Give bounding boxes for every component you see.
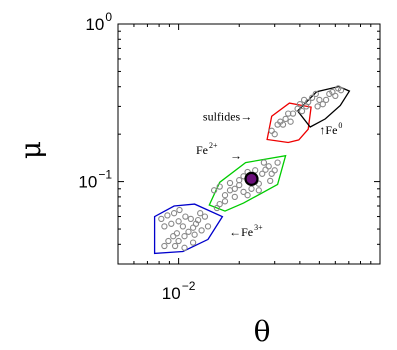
data-point: [185, 228, 192, 235]
region-fe2: [208, 154, 287, 212]
annotation-label: ←Fe 3+: [229, 223, 263, 239]
y-axis-label: μ: [14, 141, 47, 159]
data-point: [176, 206, 183, 214]
data-point: [189, 239, 197, 246]
data-point: [268, 127, 275, 134]
data-points: [158, 85, 345, 251]
data-point: [271, 167, 278, 174]
svg-text:10: 10: [85, 15, 104, 34]
data-point: [326, 90, 333, 98]
data-point: [175, 237, 182, 245]
svg-text:↑Fe: ↑Fe: [319, 123, 337, 137]
data-point: [244, 192, 251, 199]
annotation-label: →: [230, 149, 242, 163]
data-point: [248, 185, 255, 192]
data-point: [168, 220, 175, 227]
svg-text:10: 10: [162, 284, 181, 303]
data-point: [179, 223, 187, 230]
data-point: [289, 110, 297, 117]
data-point: [262, 166, 269, 173]
svg-text:10: 10: [78, 173, 97, 192]
data-point: [282, 115, 289, 123]
data-point: [161, 223, 168, 230]
data-point: [158, 215, 165, 223]
data-point: [213, 204, 221, 212]
annotation-label: Fe 2+: [196, 141, 218, 157]
svg-text:−2: −2: [182, 279, 196, 293]
data-point: [255, 187, 262, 194]
data-point: [274, 159, 281, 166]
data-point: [308, 94, 316, 101]
data-point: [303, 103, 310, 110]
x-axis-label: θ: [254, 315, 271, 348]
svg-text:Fe: Fe: [196, 143, 208, 157]
plot-frame: [117, 23, 381, 265]
data-point: [165, 237, 172, 245]
svg-text:sulfides→: sulfides→: [203, 109, 252, 123]
data-point: [226, 187, 234, 194]
data-point: [298, 107, 306, 115]
data-point: [332, 92, 339, 100]
data-point: [319, 101, 326, 108]
region-sulfides: [266, 102, 312, 144]
data-point: [161, 242, 168, 250]
data-point: [170, 210, 178, 217]
data-point: [322, 96, 330, 104]
data-point: [210, 187, 218, 194]
data-point: [226, 179, 234, 187]
data-point: [312, 90, 319, 98]
data-point: [201, 213, 209, 220]
data-point: [194, 216, 202, 224]
data-point: [198, 227, 205, 234]
data-point: [236, 181, 243, 189]
data-point: [170, 233, 177, 240]
data-point: [240, 188, 247, 196]
data-point: [337, 87, 345, 94]
axis-ticks: 10 −210 010 −1: [78, 10, 381, 303]
data-point: [175, 218, 182, 225]
data-point: [329, 88, 336, 96]
tick-label: 10 0: [85, 10, 112, 34]
annotation-label: ↑Fe 0: [319, 121, 342, 137]
data-point: [216, 183, 223, 190]
data-point: [296, 101, 304, 108]
svg-text:−1: −1: [98, 168, 112, 182]
data-point: [259, 170, 266, 177]
annotations: sulfides→ ↑Fe 0 Fe 2+ → ←Fe 3+: [196, 109, 342, 239]
svg-text:0: 0: [105, 10, 112, 24]
data-point: [231, 193, 238, 201]
svg-text:2+: 2+: [209, 141, 218, 150]
data-point: [171, 242, 179, 250]
svg-text:0: 0: [338, 121, 342, 130]
data-point: [316, 96, 323, 104]
svg-text:→: →: [230, 149, 242, 163]
data-point: [279, 121, 287, 128]
svg-text:←Fe: ←Fe: [229, 225, 253, 239]
data-point: [260, 159, 268, 166]
data-point: [221, 192, 229, 199]
tick-label: 10 −2: [162, 279, 196, 303]
tick-label: 10 −1: [78, 168, 112, 192]
data-point: [287, 118, 294, 125]
data-point: [182, 213, 189, 220]
data-point: [271, 131, 278, 138]
data-point: [314, 103, 321, 110]
data-point: [189, 224, 197, 231]
data-point: [181, 244, 188, 251]
data-point: [191, 231, 198, 238]
region-fe0: [296, 85, 351, 128]
svg-text:3+: 3+: [254, 223, 263, 232]
data-point: [181, 233, 188, 240]
data-point: [221, 198, 229, 205]
annotation-label: sulfides→: [203, 109, 252, 123]
data-point: [204, 223, 212, 230]
data-point: [267, 177, 274, 185]
data-point: [265, 163, 272, 170]
data-point: [187, 215, 194, 223]
data-point: [197, 210, 204, 217]
data-point: [164, 212, 171, 219]
highlight-point: [244, 171, 259, 186]
